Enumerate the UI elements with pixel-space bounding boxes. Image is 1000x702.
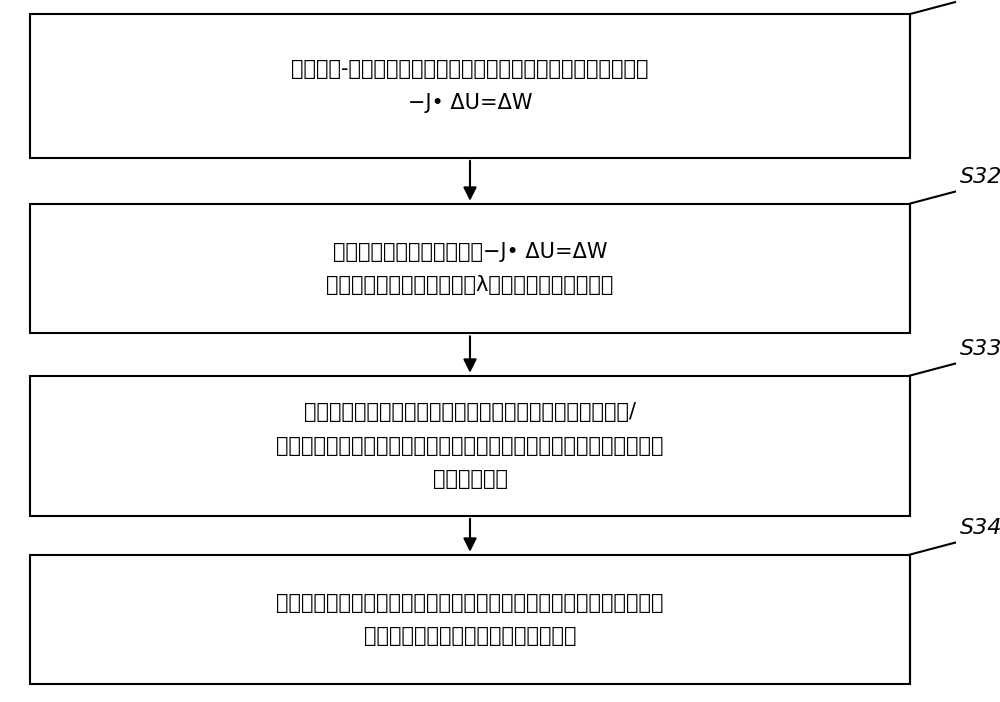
Bar xyxy=(30,14,910,158)
Text: S32: S32 xyxy=(960,168,1000,187)
Text: 或通过修改节点导纳矩阵，获取所述受端网络的超标站点的非基态节点: 或通过修改节点导纳矩阵，获取所述受端网络的超标站点的非基态节点 xyxy=(276,436,664,456)
Text: 电压和灵敏度: 电压和灵敏度 xyxy=(432,470,508,489)
Text: 的两端分别求取负荷裕度値λ的一阶导数和二阶导数: 的两端分别求取负荷裕度値λ的一阶导数和二阶导数 xyxy=(326,275,614,296)
Text: 态功率，从而求取所述戴维南等値参数: 态功率，从而求取所述戴维南等値参数 xyxy=(364,626,576,647)
Bar xyxy=(30,376,910,516)
Text: −J• ΔU=ΔW: −J• ΔU=ΔW xyxy=(408,93,532,113)
Text: 选取所述负荷裕度値的指定步长，采用泰勒级数展开模型和/: 选取所述负荷裕度値的指定步长，采用泰勒级数展开模型和/ xyxy=(304,402,636,422)
Bar xyxy=(30,555,910,684)
Text: S34: S34 xyxy=(960,519,1000,538)
Text: 根据所述超标站点的非基态电压和灵敏度，计算出各个超标站点的非基: 根据所述超标站点的非基态电压和灵敏度，计算出各个超标站点的非基 xyxy=(276,592,664,613)
Text: 运用牛顿-拉夫逗法求解获得所述受端电网的牛顿潮流修正方程：: 运用牛顿-拉夫逗法求解获得所述受端电网的牛顿潮流修正方程： xyxy=(291,59,649,79)
Text: 对所述牛顿潮流修正方程：−J• ΔU=ΔW: 对所述牛顿潮流修正方程：−J• ΔU=ΔW xyxy=(333,241,607,262)
Bar xyxy=(30,204,910,333)
Text: S33: S33 xyxy=(960,340,1000,359)
